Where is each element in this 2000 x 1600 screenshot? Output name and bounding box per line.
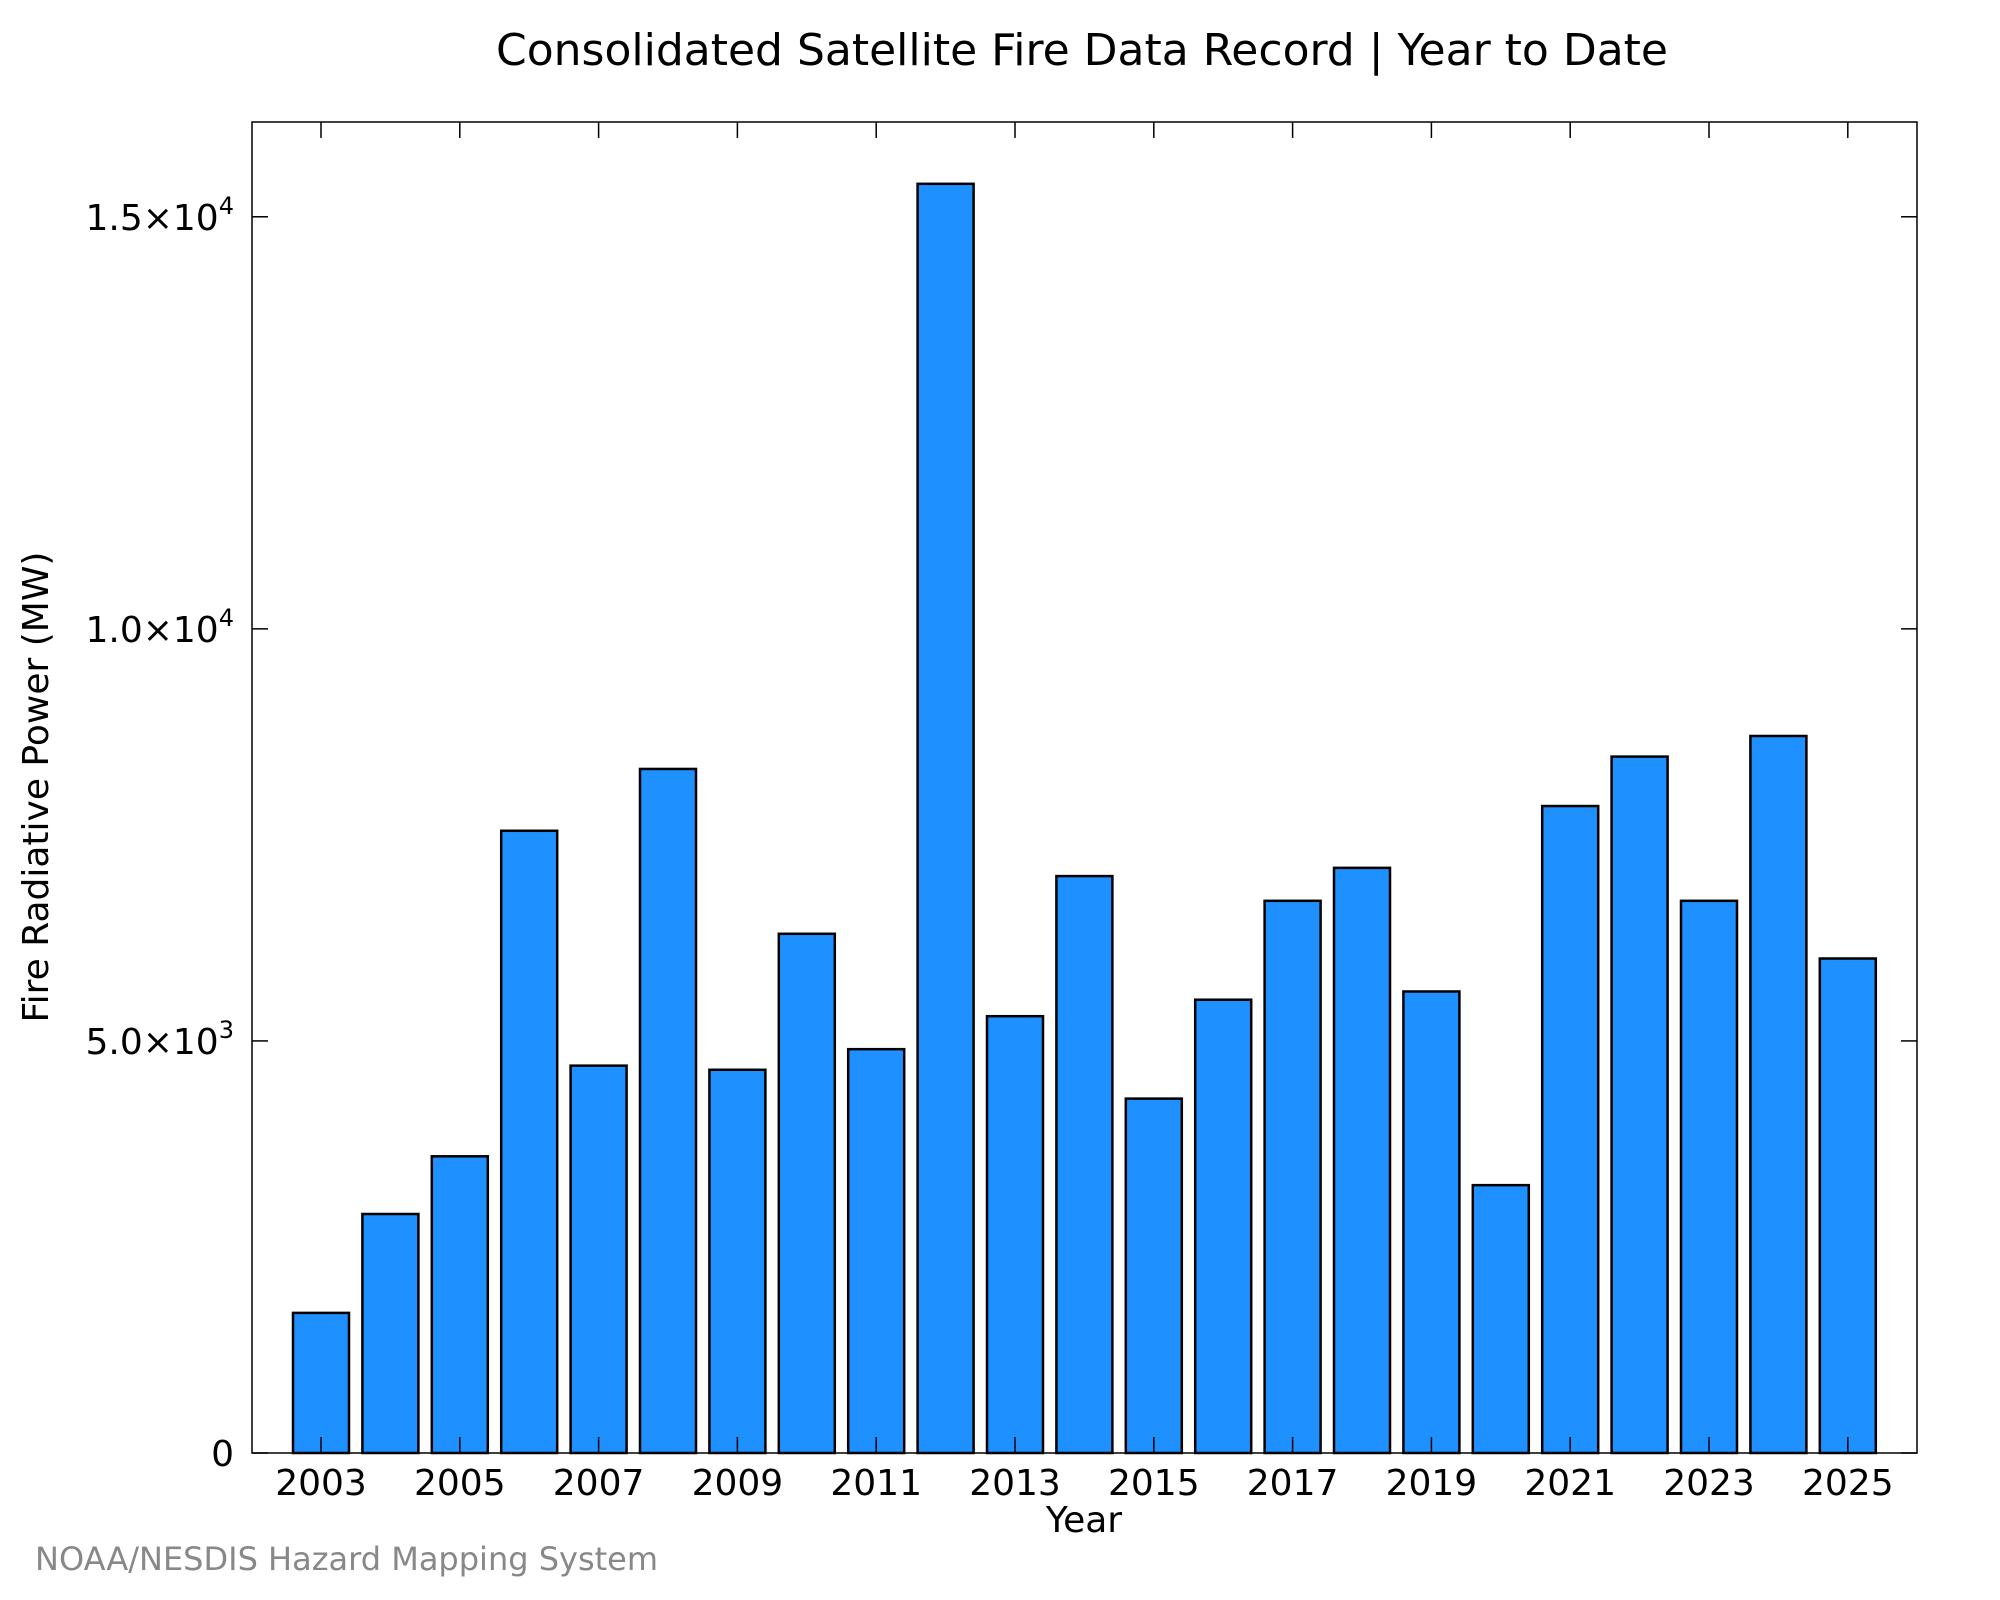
y-tick-label-2: 1.0×104 [85, 604, 234, 651]
y-tick-label-1: 5.0×103 [85, 1016, 234, 1063]
x-tick-label-2015: 2015 [1108, 1463, 1200, 1504]
bar-2023 [1679, 899, 1739, 1455]
x-tick-label-2019: 2019 [1386, 1463, 1478, 1504]
bar-2004 [361, 1212, 420, 1455]
bar-2016 [1193, 998, 1253, 1455]
y-tick-label-0: 0 [211, 1434, 234, 1475]
x-axis-label: Year [1045, 1500, 1122, 1541]
bar-2007 [569, 1064, 628, 1455]
bar-2024 [1749, 734, 1808, 1455]
bar-2015 [1124, 1097, 1184, 1455]
bar-2014 [1055, 874, 1114, 1455]
bar-2005 [430, 1155, 490, 1455]
bar-2006 [499, 829, 559, 1455]
x-tick-label-2021: 2021 [1524, 1463, 1616, 1504]
x-tick-label-2011: 2011 [830, 1463, 922, 1504]
x-tick-label-2025: 2025 [1802, 1463, 1894, 1504]
ticks-group: 2003 2005 2007 2009 2011 2013 2015 2017 2019 2021… [85, 122, 1917, 1504]
bars-group [291, 182, 1878, 1455]
bar-2019 [1402, 990, 1461, 1455]
x-tick-label-2003: 2003 [275, 1463, 367, 1504]
x-tick-label-2023: 2023 [1663, 1463, 1755, 1504]
bar-2003 [291, 1311, 351, 1455]
bar-2010 [777, 932, 837, 1455]
bar-2009 [708, 1068, 767, 1455]
bar-2013 [985, 1014, 1045, 1455]
x-tick-label-2007: 2007 [553, 1463, 645, 1504]
bar-2012 [916, 182, 975, 1455]
y-tick-label-3: 1.5×104 [85, 192, 234, 239]
source-credit: NOAA/NESDIS Hazard Mapping System [35, 1540, 659, 1578]
y-axis-label: Fire Radiative Power (MW) [16, 552, 57, 1023]
bar-2025 [1818, 957, 1878, 1455]
bar-2022 [1610, 755, 1669, 1455]
x-tick-label-2005: 2005 [414, 1463, 506, 1504]
bar-2017 [1263, 899, 1322, 1455]
x-tick-label-2013: 2013 [969, 1463, 1061, 1504]
bar-2008 [638, 767, 698, 1455]
x-tick-label-2009: 2009 [692, 1463, 784, 1504]
bar-2018 [1332, 866, 1392, 1455]
bar-2011 [846, 1047, 906, 1455]
bar-2021 [1540, 804, 1600, 1455]
bar-2020 [1471, 1183, 1531, 1455]
x-tick-label-2017: 2017 [1247, 1463, 1339, 1504]
chart-title: Consolidated Satellite Fire Data Record … [496, 25, 1668, 76]
